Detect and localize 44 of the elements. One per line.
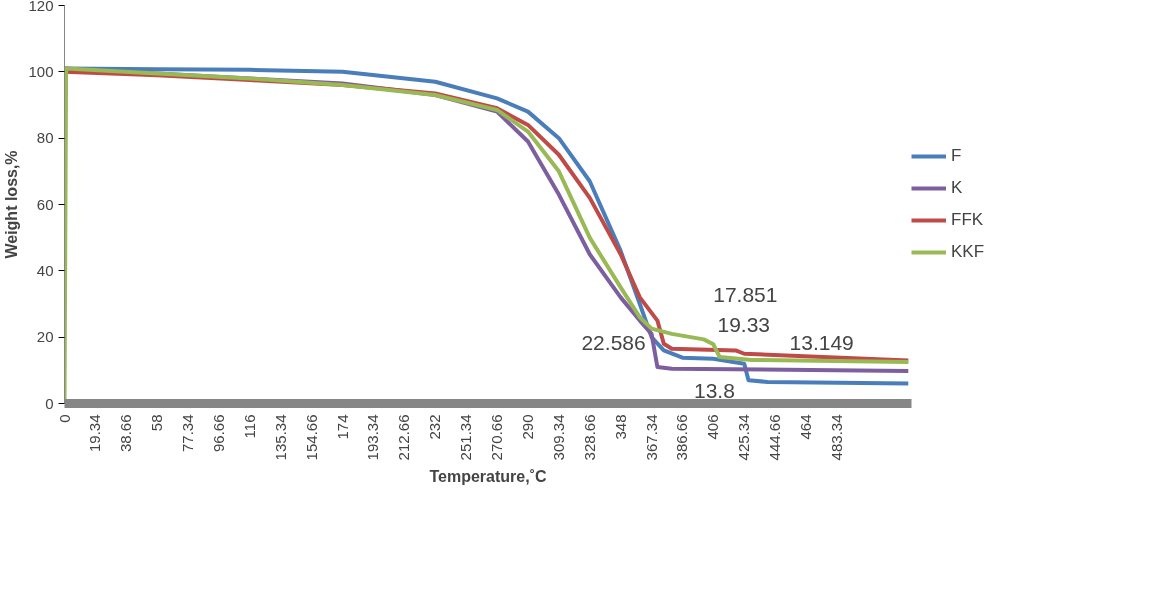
legend-label: K bbox=[951, 178, 964, 198]
annotation: 17.851 bbox=[713, 283, 778, 307]
legend-label: FFK bbox=[951, 210, 984, 230]
x-tick-label: 309.34 bbox=[549, 414, 567, 461]
x-tick-label: 135.34 bbox=[271, 414, 289, 461]
x-tick-label: 348 bbox=[611, 414, 629, 440]
x-tick-label: 96.66 bbox=[209, 414, 227, 453]
x-tick-label: 38.66 bbox=[117, 414, 135, 453]
x-tick-label: 212.66 bbox=[395, 414, 413, 461]
annotation: 22.586 bbox=[581, 330, 646, 354]
x-tick-label: 270.66 bbox=[488, 414, 506, 461]
x-tick-label: 444.66 bbox=[766, 414, 784, 461]
legend-label: F bbox=[951, 146, 963, 166]
x-tick-label: 232 bbox=[426, 414, 444, 440]
x-tick-label: 174 bbox=[333, 414, 351, 440]
x-tick-label: 0 bbox=[55, 414, 73, 423]
y-tick-label: 0 bbox=[45, 394, 54, 412]
x-tick-label: 464 bbox=[797, 414, 815, 440]
y-tick-label: 20 bbox=[36, 328, 54, 346]
x-tick-label: 328.66 bbox=[580, 414, 598, 461]
x-tick-label: 77.34 bbox=[179, 414, 197, 453]
x-tick-label: 19.34 bbox=[86, 414, 104, 453]
y-tick-label: 120 bbox=[28, 0, 54, 14]
y-tick-label: 80 bbox=[36, 129, 54, 147]
y-axis-title: Weight loss,% bbox=[3, 150, 21, 259]
y-tick-label: 60 bbox=[36, 195, 54, 213]
x-tick-label: 406 bbox=[704, 414, 722, 440]
x-axis-title: Temperature,˚C bbox=[429, 468, 547, 486]
x-tick-label: 154.66 bbox=[302, 414, 320, 461]
x-tick-label: 386.66 bbox=[673, 414, 691, 461]
x-tick-label: 193.34 bbox=[364, 414, 382, 461]
y-tick-label: 40 bbox=[36, 261, 54, 279]
x-tick-label: 251.34 bbox=[457, 414, 475, 461]
x-tick-label: 116 bbox=[240, 414, 258, 439]
annotation: 19.33 bbox=[717, 313, 771, 337]
x-tick-label: 367.34 bbox=[642, 414, 660, 461]
y-tick-label: 100 bbox=[28, 62, 54, 80]
x-tick-label: 58 bbox=[148, 414, 166, 432]
annotation: 13.149 bbox=[789, 330, 854, 354]
annotation: 13.8 bbox=[693, 378, 735, 402]
legend-label: KKF bbox=[951, 242, 985, 262]
x-tick-label: 483.34 bbox=[827, 414, 845, 461]
x-tick-label: 290 bbox=[518, 414, 536, 440]
x-tick-label: 425.34 bbox=[735, 414, 753, 461]
